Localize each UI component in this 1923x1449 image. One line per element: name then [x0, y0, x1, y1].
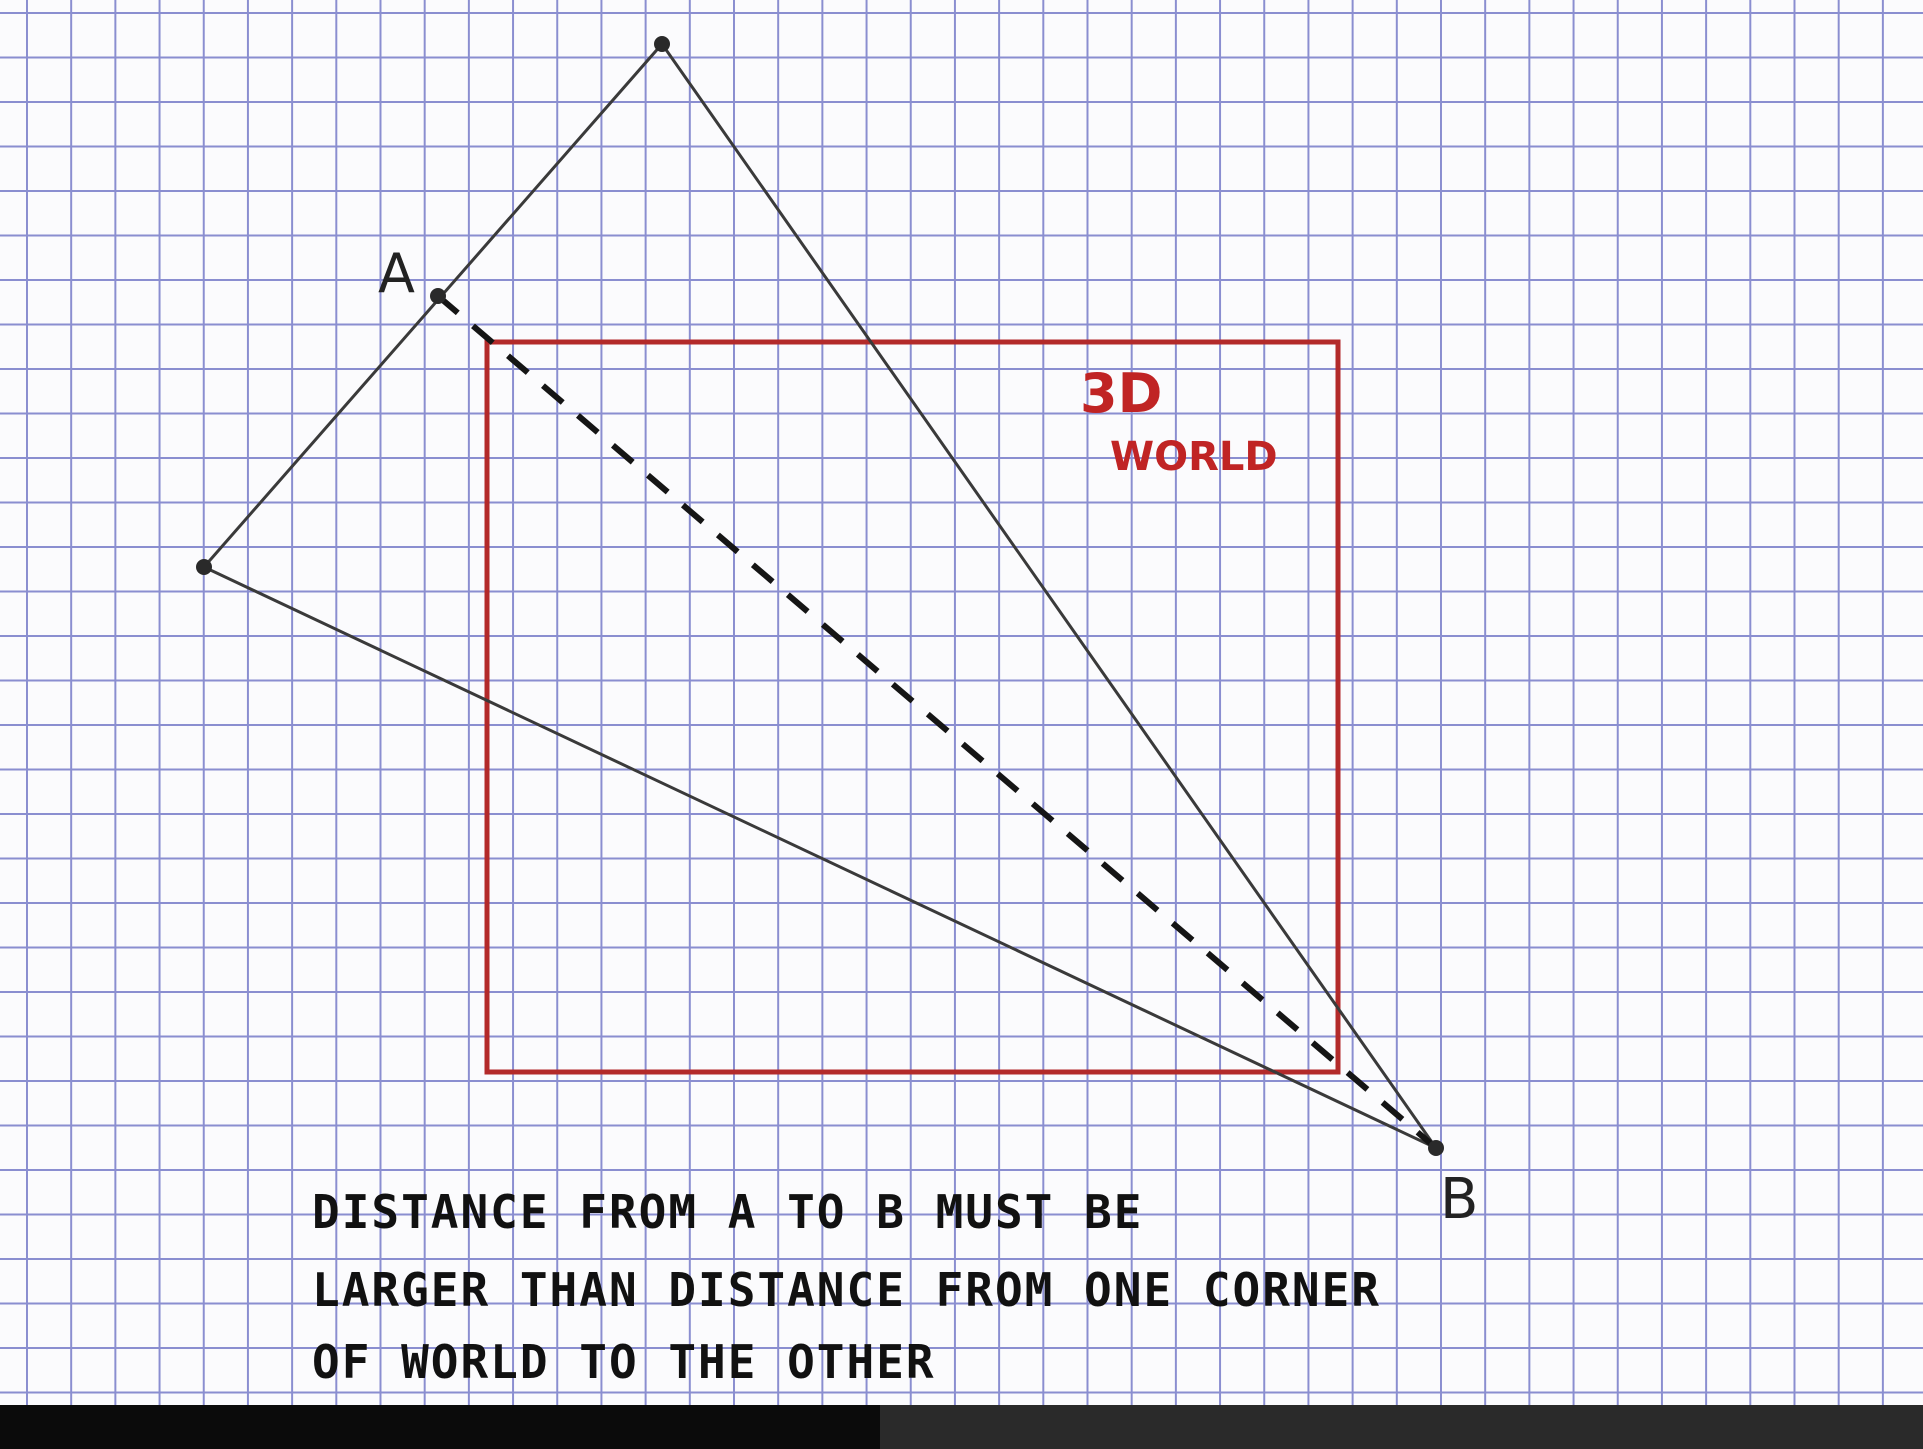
scan-edge-strip [0, 1405, 1923, 1449]
left-point [196, 559, 212, 575]
point-b-label: B [1440, 1167, 1478, 1232]
graph-paper-background [0, 0, 1923, 1405]
left-upper-edge-line [202, 42, 664, 569]
note-line-2: LARGER THAN DISTANCE FROM ONE CORNER [312, 1263, 1381, 1317]
world-label-world: WORLD [1110, 434, 1278, 480]
world-label-3d: 3D [1080, 362, 1162, 425]
distance-a-b-dashed-line [436, 293, 1438, 1151]
point-a-dot [430, 288, 446, 304]
apex-point [654, 36, 670, 52]
point-b-dot [1428, 1140, 1444, 1156]
point-a-label: A [378, 242, 415, 305]
bottom-edge-line [202, 565, 1438, 1150]
note-line-1: DISTANCE FROM A TO B MUST BE [312, 1185, 1143, 1239]
right-edge-line [660, 42, 1438, 1150]
diagram-canvas: A B 3D WORLD DISTANCE FROM A TO B MUST B… [196, 36, 1478, 1389]
note-line-3: OF WORLD TO THE OTHER [312, 1335, 936, 1389]
world-box [484, 339, 1341, 1075]
